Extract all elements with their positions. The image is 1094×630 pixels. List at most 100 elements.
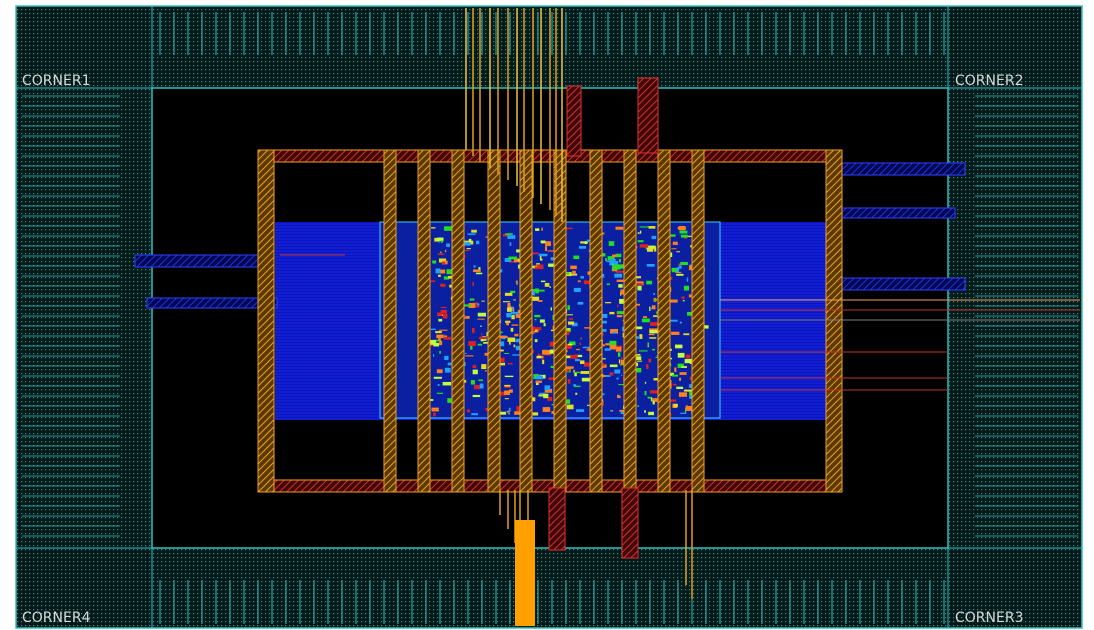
cell [609,312,614,314]
cell [446,243,450,247]
cell [576,349,580,350]
cell [636,283,642,285]
cell [645,382,646,384]
cell [649,334,655,335]
cell [448,276,452,279]
corner-label: CORNER2 [955,73,1023,89]
cell [680,262,688,265]
cell [535,288,539,293]
cell [680,322,682,324]
cell [481,364,486,369]
cell [532,397,535,401]
cell [652,349,655,351]
cell [434,377,442,379]
pin [840,163,965,175]
cell [543,394,548,398]
cell [685,359,692,363]
cell [637,361,642,362]
cell [612,265,620,270]
cell [670,234,676,236]
cell [573,256,579,260]
cell [578,302,584,305]
cell [646,364,648,369]
cell [435,331,442,333]
cell [534,319,536,320]
cell [433,343,439,347]
cell [430,399,433,401]
cell [542,360,544,364]
cell [581,338,582,340]
cell [541,240,546,243]
cell [616,312,618,313]
cell [584,362,589,366]
cell [637,286,641,291]
cell [474,385,480,389]
cell [681,235,688,238]
cell [467,248,471,249]
cell [438,275,441,277]
cell [683,300,685,301]
cell [478,344,482,346]
cell [441,307,447,308]
cell [551,307,552,310]
cell [612,332,616,333]
cell [650,330,658,333]
power-stripe [624,150,636,492]
cell [567,328,569,331]
cell [445,250,446,253]
cell [653,401,655,405]
cell [650,322,658,326]
cell [647,264,655,267]
cell [443,314,448,319]
cell [438,384,440,386]
corner-label: CORNER3 [955,610,1023,626]
cell [439,330,447,331]
cell [678,353,685,358]
cell [583,347,590,348]
cell [479,337,486,339]
cell [431,227,435,228]
cell [685,406,691,411]
cell [580,371,589,374]
cell [650,390,659,393]
cell [505,293,512,296]
cell [470,346,472,350]
cell [567,405,574,410]
cell [481,301,484,302]
cell [472,282,473,286]
cell [578,280,581,282]
cell [568,321,574,324]
cell [439,351,441,354]
cell [535,339,538,342]
cell [506,322,509,325]
cell [472,328,475,333]
cell [652,305,656,309]
cell [575,393,577,395]
cell [444,337,451,340]
cell [671,248,676,249]
cell [437,313,442,316]
cell [549,286,551,287]
cell [574,288,581,292]
cell [437,393,443,394]
cell [580,276,584,278]
cell [568,379,570,384]
cell [507,235,515,239]
cell [684,286,689,291]
cell [468,233,476,235]
cell [513,307,514,312]
cell [441,240,443,242]
cell [640,244,649,247]
cell [643,316,647,318]
cell [614,369,620,373]
cell [444,226,452,230]
cell [579,246,586,249]
cell [534,315,540,317]
cell [566,314,573,315]
cell [676,251,680,252]
cell [504,353,509,354]
corner-label: CORNER1 [22,73,90,89]
cell [652,236,657,239]
cell [508,363,513,365]
cell [478,313,486,317]
